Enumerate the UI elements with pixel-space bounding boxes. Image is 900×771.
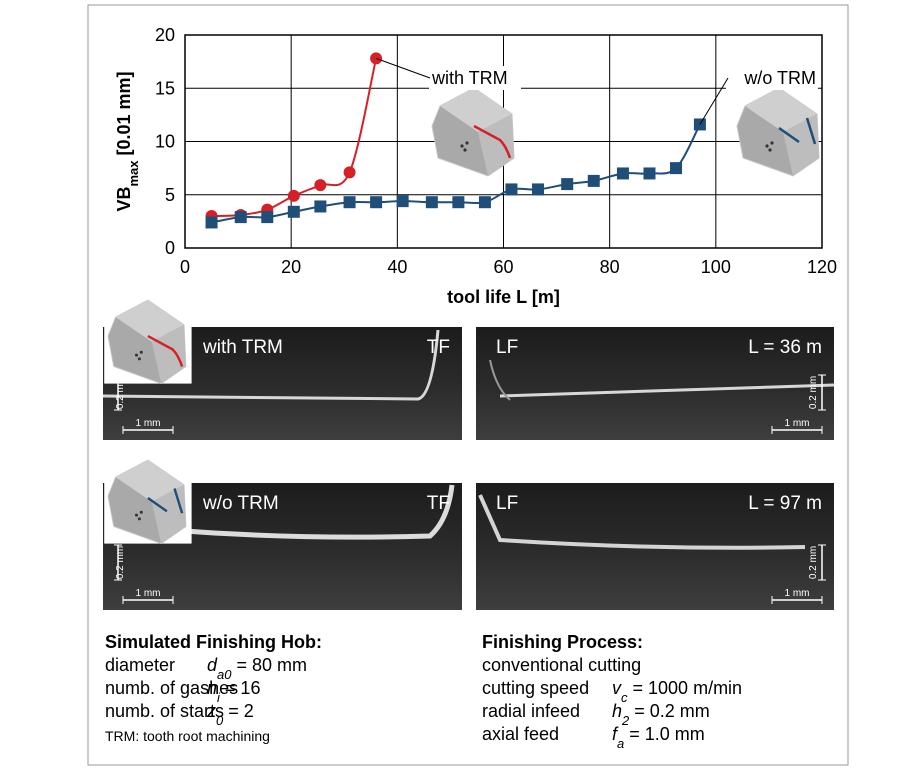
marker [261, 211, 273, 223]
scale-label: 1 mm [136, 588, 161, 599]
marker [588, 175, 600, 187]
param-value-text: = 0.2 mm [634, 701, 710, 721]
info-intro: conventional cutting [482, 655, 641, 675]
y-tick-label: 5 [165, 185, 175, 205]
y-label-sub: max [126, 160, 141, 187]
param-value-text: = 1000 m/min [633, 678, 743, 698]
marker [314, 179, 326, 191]
param-symbol: h [612, 701, 622, 721]
param-label: cutting speed [482, 678, 589, 698]
marker [370, 196, 382, 208]
panel-label: L = 97 m [748, 493, 822, 514]
marker [532, 183, 544, 195]
marker [643, 167, 655, 179]
y-label-main: VB [114, 187, 134, 212]
marker [479, 196, 491, 208]
param-label: radial infeed [482, 701, 580, 721]
x-tick-label: 40 [387, 257, 407, 277]
scale-label: 0.2 mm [115, 376, 126, 409]
scale-label: 0.2 mm [115, 546, 126, 579]
param-value-text: = 80 mm [237, 655, 308, 675]
marker [288, 190, 300, 202]
marker [344, 196, 356, 208]
marker [344, 166, 356, 178]
scale-label: 0.2 mm [808, 376, 819, 409]
panel-label: TF [427, 493, 450, 514]
param-label: diameter [105, 655, 175, 675]
info-note: TRM: tooth root machining [105, 728, 270, 744]
marker [288, 206, 300, 218]
panel-label: with TRM [202, 337, 283, 358]
param-symbol: n [207, 678, 217, 698]
x-tick-label: 100 [701, 257, 731, 277]
scale-label: 1 mm [785, 588, 810, 599]
tool-icon [104, 296, 191, 383]
marker [505, 183, 517, 195]
x-tick-label: 120 [807, 257, 837, 277]
y-tick-label: 0 [165, 238, 175, 258]
marker [561, 178, 573, 190]
param-value-text: = 1.0 mm [629, 724, 705, 744]
param-subscript: a [617, 736, 624, 751]
panel-label: LF [496, 337, 518, 358]
x-tick-label: 60 [493, 257, 513, 277]
marker [670, 162, 682, 174]
figure: 0 20 40 60 80 100 120 0 5 10 15 20 tool life L [m] VB… [0, 0, 900, 771]
info-heading: Finishing Process: [482, 632, 643, 652]
x-axis-label: tool life L [m] [447, 287, 560, 307]
info-heading: Simulated Finishing Hob: [105, 632, 322, 652]
scale-label: 1 mm [136, 418, 161, 429]
x-tick-label: 80 [600, 257, 620, 277]
panel-label: L = 36 m [748, 337, 822, 358]
scale-label: 0.2 mm [808, 546, 819, 579]
marker [397, 195, 409, 207]
series-label: with TRM [431, 68, 508, 88]
marker [314, 200, 326, 212]
series-label: w/o TRM [743, 68, 816, 88]
y-label-unit: [0.01 mm] [114, 71, 134, 155]
param-value-text: = 16 [225, 678, 261, 698]
marker [426, 196, 438, 208]
tool-icon [104, 456, 191, 543]
marker [617, 167, 629, 179]
y-tick-label: 20 [155, 25, 175, 45]
y-tick-label: 10 [155, 132, 175, 152]
param-symbol: z [206, 701, 216, 721]
y-tick-label: 15 [155, 78, 175, 98]
marker [235, 211, 247, 223]
scale-label: 1 mm [785, 418, 810, 429]
panel-label: w/o TRM [202, 493, 279, 514]
x-tick-label: 20 [281, 257, 301, 277]
x-tick-label: 0 [180, 257, 190, 277]
marker [206, 216, 218, 228]
param-value-text: = 2 [228, 701, 254, 721]
panel-label: TF [427, 337, 450, 358]
panel-label: LF [496, 493, 518, 514]
param-label: axial feed [482, 724, 559, 744]
marker [452, 196, 464, 208]
